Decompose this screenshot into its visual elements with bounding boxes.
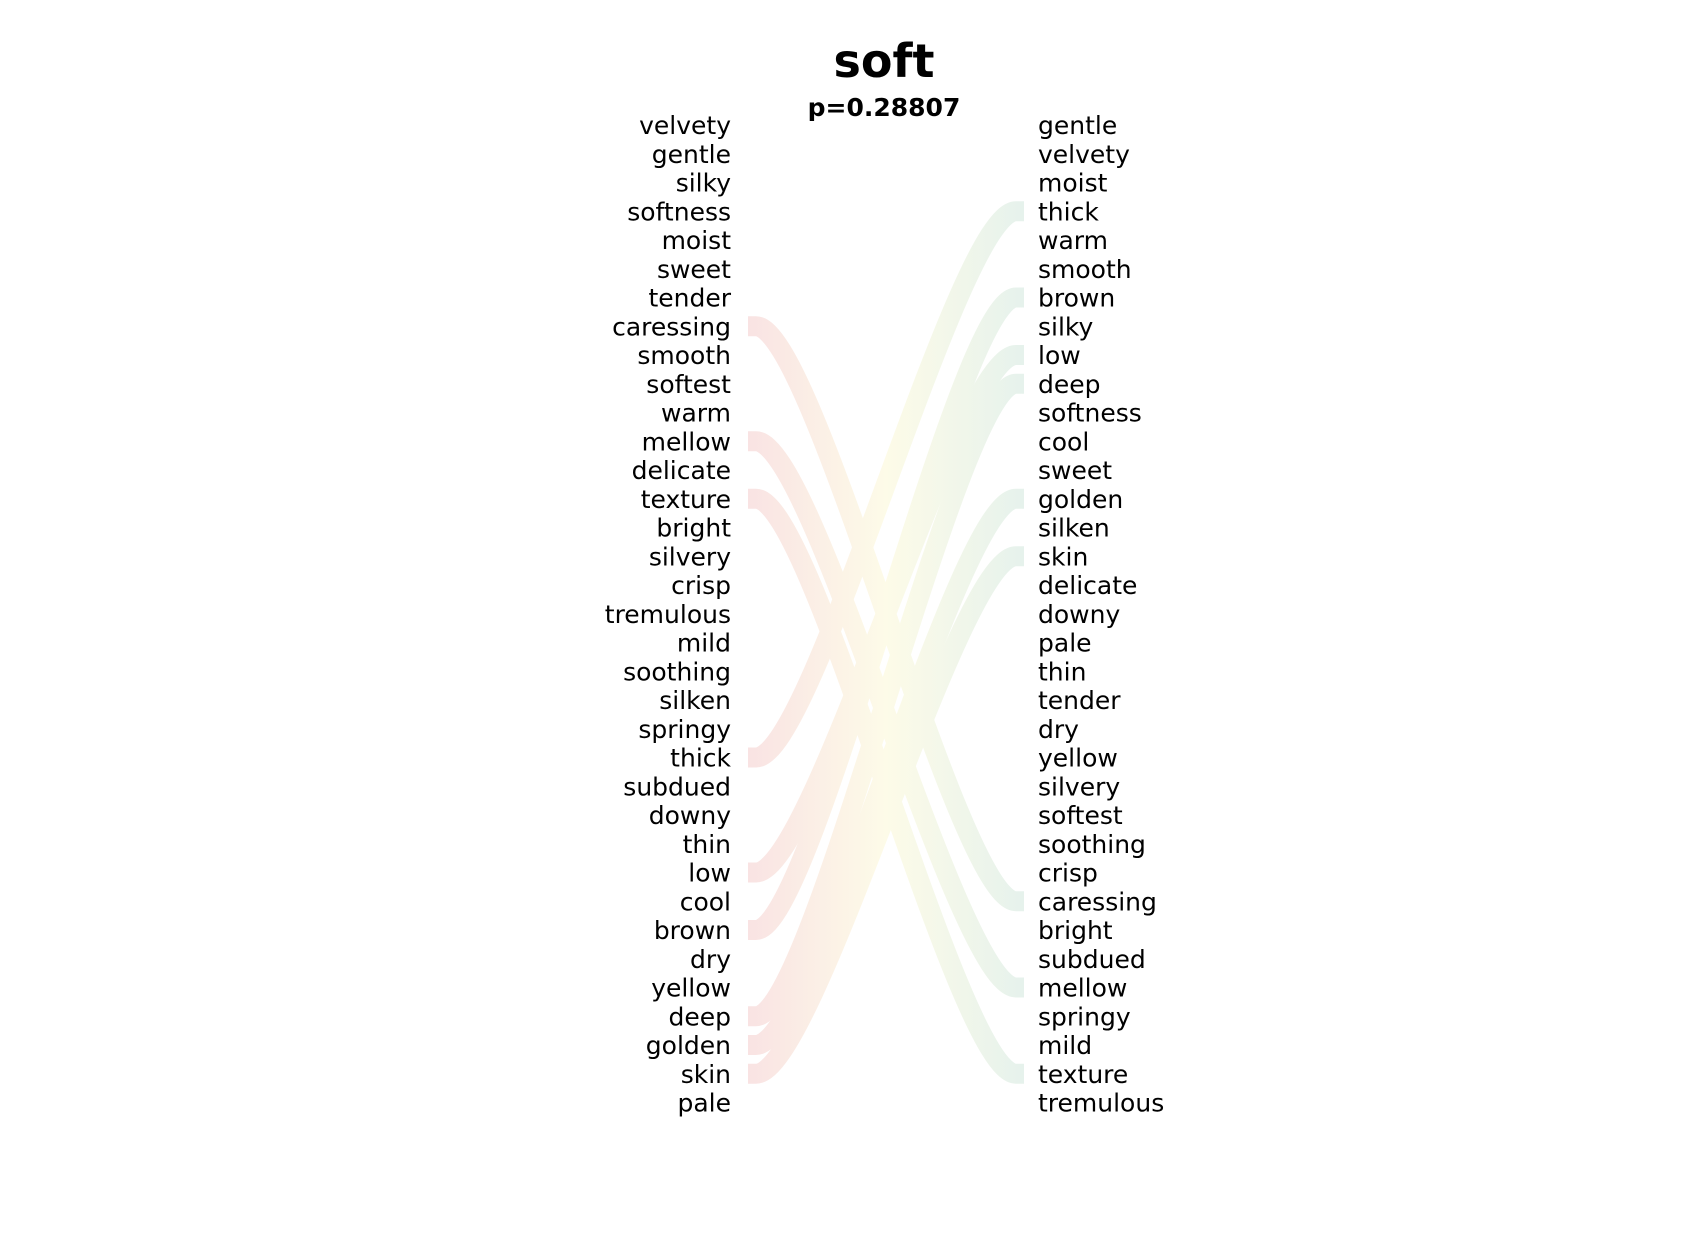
left-word-dry: dry: [690, 945, 731, 974]
left-word-gentle: gentle: [652, 140, 731, 169]
link-skin: [748, 546, 1024, 1084]
right-word-low: low: [1038, 341, 1081, 370]
link-layer: [748, 201, 1024, 1084]
right-word-warm: warm: [1038, 226, 1108, 255]
left-word-silky: silky: [676, 169, 732, 198]
left-word-brown: brown: [654, 916, 731, 945]
chart-subtitle: p=0.28807: [808, 93, 961, 122]
left-word-deep: deep: [669, 1002, 732, 1031]
right-word-thin: thin: [1038, 657, 1086, 686]
left-word-mild: mild: [677, 629, 731, 658]
right-word-softness: softness: [1038, 399, 1142, 428]
right-word-downy: downy: [1038, 600, 1120, 629]
left-word-warm: warm: [661, 399, 731, 428]
left-word-bright: bright: [656, 514, 731, 543]
right-word-moist: moist: [1038, 169, 1108, 198]
right-word-subdued: subdued: [1038, 945, 1146, 974]
left-word-soothing: soothing: [623, 657, 731, 686]
right-word-tremulous: tremulous: [1038, 1089, 1164, 1118]
right-word-softest: softest: [1038, 801, 1123, 830]
left-word-pale: pale: [677, 1089, 731, 1118]
left-word-downy: downy: [649, 801, 731, 830]
right-word-dry: dry: [1038, 715, 1079, 744]
left-word-moist: moist: [662, 226, 732, 255]
right-word-sweet: sweet: [1038, 456, 1112, 485]
left-word-springy: springy: [638, 715, 731, 744]
left-word-thick: thick: [670, 744, 731, 773]
left-word-caressing: caressing: [612, 312, 731, 341]
left-word-yellow: yellow: [651, 974, 731, 1003]
left-word-sweet: sweet: [657, 255, 731, 284]
right-word-yellow: yellow: [1038, 744, 1118, 773]
left-word-tender: tender: [648, 284, 731, 313]
right-word-caressing: caressing: [1038, 887, 1157, 916]
link-golden: [748, 488, 1024, 1055]
right-word-silvery: silvery: [1038, 772, 1120, 801]
left-word-mellow: mellow: [642, 427, 731, 456]
right-word-brown: brown: [1038, 284, 1115, 313]
left-word-softest: softest: [646, 370, 731, 399]
left-word-crisp: crisp: [671, 571, 731, 600]
right-word-skin: skin: [1038, 542, 1088, 571]
right-word-soothing: soothing: [1038, 830, 1146, 859]
left-word-golden: golden: [646, 1031, 731, 1060]
right-word-bright: bright: [1038, 916, 1113, 945]
right-word-mild: mild: [1038, 1031, 1092, 1060]
right-word-silken: silken: [1038, 514, 1110, 543]
right-word-delicate: delicate: [1038, 571, 1137, 600]
right-word-smooth: smooth: [1038, 255, 1132, 284]
right-word-column: gentlevelvetymoistthickwarmsmoothbrownsi…: [1038, 111, 1164, 1118]
right-word-velvety: velvety: [1038, 140, 1130, 169]
left-word-smooth: smooth: [637, 341, 731, 370]
link-brown: [748, 287, 1024, 940]
left-word-silvery: silvery: [649, 542, 731, 571]
link-deep: [748, 373, 1024, 1027]
left-word-skin: skin: [681, 1060, 731, 1089]
left-word-subdued: subdued: [623, 772, 731, 801]
link-thick: [748, 201, 1024, 768]
chart-title: soft: [834, 34, 935, 88]
right-word-springy: springy: [1038, 1002, 1131, 1031]
right-word-pale: pale: [1038, 629, 1092, 658]
left-word-velvety: velvety: [639, 111, 731, 140]
left-word-low: low: [688, 859, 731, 888]
right-word-mellow: mellow: [1038, 974, 1127, 1003]
right-word-gentle: gentle: [1038, 111, 1117, 140]
left-word-texture: texture: [641, 485, 731, 514]
right-word-cool: cool: [1038, 427, 1089, 456]
right-word-silky: silky: [1038, 312, 1094, 341]
left-word-tremulous: tremulous: [605, 600, 731, 629]
right-word-tender: tender: [1038, 686, 1121, 715]
left-word-column: velvetygentlesilkysoftnessmoistsweettend…: [605, 111, 732, 1118]
right-word-deep: deep: [1038, 370, 1101, 399]
right-word-thick: thick: [1038, 197, 1099, 226]
right-word-crisp: crisp: [1038, 859, 1098, 888]
left-word-silken: silken: [659, 686, 731, 715]
left-word-thin: thin: [683, 830, 731, 859]
left-word-cool: cool: [680, 887, 731, 916]
left-word-delicate: delicate: [632, 456, 731, 485]
right-word-golden: golden: [1038, 485, 1123, 514]
left-word-softness: softness: [627, 197, 731, 226]
right-word-texture: texture: [1038, 1060, 1128, 1089]
